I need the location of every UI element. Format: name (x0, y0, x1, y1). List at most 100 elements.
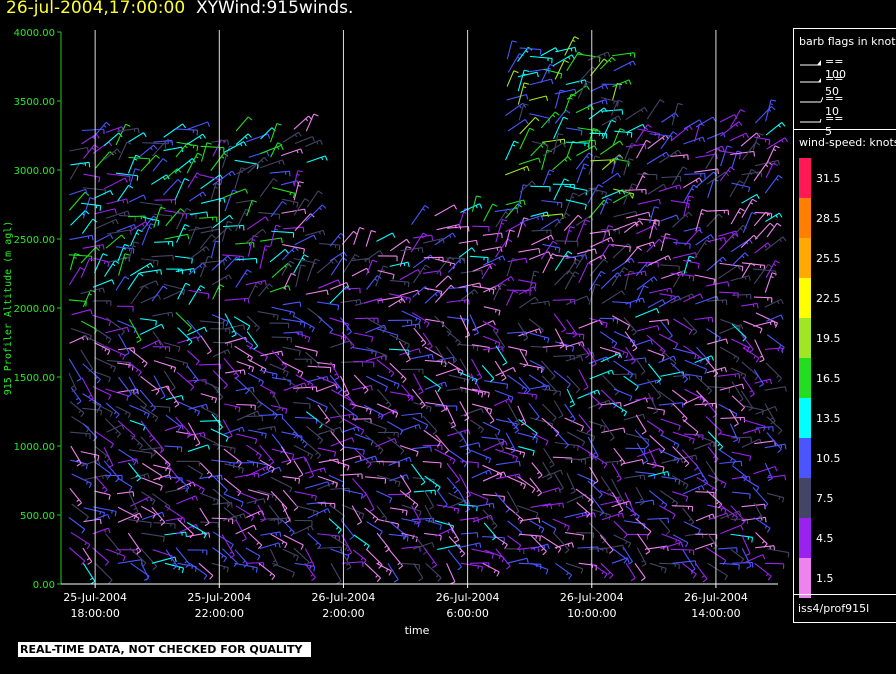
wind-barb (236, 410, 261, 421)
wind-barb (377, 255, 398, 262)
wind-barb (259, 245, 271, 269)
legend-bottom-border (793, 622, 896, 623)
wind-barb (519, 349, 529, 368)
wind-barb (753, 136, 771, 145)
wind-barb (554, 542, 574, 549)
wind-barb (646, 462, 665, 473)
wind-barb (683, 484, 705, 495)
wind-barb (519, 116, 540, 135)
wind-barb (139, 269, 162, 275)
wind-barb (234, 159, 259, 170)
wind-barb (223, 477, 242, 497)
wind-barb (376, 474, 401, 487)
wind-barb (176, 371, 195, 391)
wind-barb (602, 109, 624, 115)
wind-barb (376, 490, 393, 503)
wind-barb (742, 476, 760, 492)
wind-barb (741, 548, 752, 569)
wind-barb (235, 519, 247, 542)
wind-barb (187, 422, 201, 447)
wind-barb (495, 366, 516, 377)
wind-barb (163, 146, 184, 153)
wind-barb (599, 140, 624, 155)
wind-barb (707, 474, 727, 489)
wind-barb (151, 507, 166, 526)
wind-barb (494, 276, 515, 288)
wind-barb (601, 115, 622, 126)
wind-barb (234, 472, 260, 479)
wind-barb (741, 503, 766, 510)
wind-barb (599, 331, 618, 348)
wind-barb (446, 387, 467, 394)
wind-barb (247, 235, 259, 257)
wind-barb (82, 244, 105, 250)
wind-barb (246, 199, 257, 217)
wind-barb (635, 124, 652, 143)
wind-barb (140, 154, 160, 172)
speed-color-swatch (799, 518, 811, 558)
wind-barb (235, 505, 255, 522)
x-axis-label: time (405, 624, 430, 637)
wind-barb (80, 349, 94, 373)
wind-barb (483, 203, 498, 222)
wind-barb (304, 562, 316, 582)
wind-barb (294, 416, 318, 424)
wind-barb (447, 225, 470, 232)
wind-barb (412, 234, 434, 241)
wind-barb (80, 202, 102, 211)
wind-barb (164, 461, 180, 484)
wind-barb (165, 385, 180, 408)
wind-barb (389, 279, 410, 288)
wind-barb (105, 548, 126, 562)
wind-barb (458, 343, 479, 352)
wind-barb (93, 253, 108, 274)
wind-barb (764, 403, 776, 425)
wind-barb (270, 142, 283, 158)
wind-barb (624, 474, 646, 481)
wind-barb (636, 224, 658, 235)
wind-barb (92, 401, 113, 418)
wind-barb (554, 59, 569, 80)
wind-barb (460, 562, 483, 572)
speed-legend-label: 31.5 (816, 172, 841, 185)
wind-barb (658, 518, 671, 535)
wind-barb (530, 417, 554, 429)
wind-barb (411, 353, 434, 360)
wind-barb (260, 466, 282, 477)
wind-barb (576, 163, 589, 184)
wind-barb (94, 328, 112, 344)
wind-barb (270, 533, 288, 549)
wind-barb (635, 339, 653, 346)
wind-barb (764, 562, 785, 569)
wind-barb (82, 363, 101, 384)
wind-barb (187, 465, 203, 479)
wind-barb (118, 376, 132, 398)
wind-barb (176, 460, 200, 467)
wind-barb (166, 268, 183, 275)
wind-barb (305, 411, 323, 429)
wind-barb (507, 118, 529, 132)
wind-barb (129, 262, 154, 277)
wind-barb (139, 201, 163, 211)
wind-barb (599, 317, 619, 324)
wind-barb (259, 459, 275, 473)
wind-barb (365, 259, 378, 276)
wind-barb (234, 376, 250, 395)
wind-barb (531, 432, 549, 446)
wind-barb (282, 131, 302, 143)
wind-barb (517, 184, 529, 208)
flag-100-label: == 100 (825, 55, 846, 81)
wind-barb (189, 246, 210, 260)
wind-barb (399, 348, 421, 356)
wind-barb (566, 388, 576, 408)
wind-barb (505, 290, 519, 306)
wind-barb (398, 340, 411, 363)
wind-barb (153, 139, 174, 146)
wind-barb (554, 250, 573, 271)
x-tick-date: 25-Jul-2004 (63, 591, 127, 604)
wind-barb (752, 487, 769, 508)
x-tick-time: 18:00:00 (70, 607, 119, 620)
wind-barb (587, 184, 604, 204)
wind-barb (635, 307, 660, 318)
wind-barb (518, 446, 535, 456)
